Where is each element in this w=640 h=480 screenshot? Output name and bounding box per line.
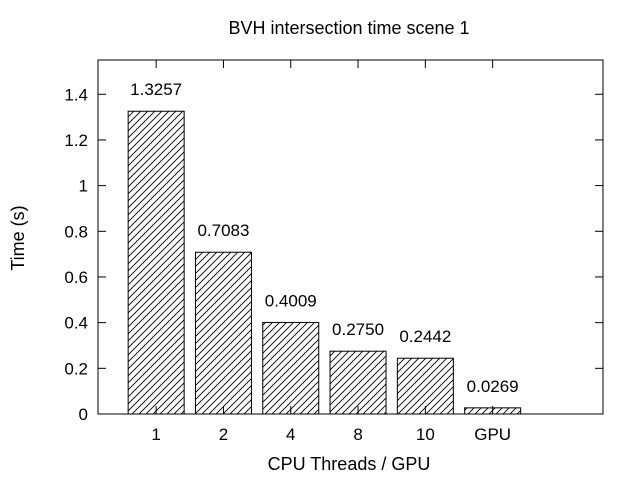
bar: [329, 350, 387, 415]
bars-group: [127, 110, 522, 415]
x-axis-ticks: 1 2 4 8 10 GPU: [151, 60, 511, 444]
y-tick-label: 0.4: [64, 314, 88, 333]
bar-value-label: 0.4009: [265, 291, 317, 310]
x-axis-label: CPU Threads / GPU: [268, 454, 431, 474]
y-tick-label: 1.2: [64, 131, 88, 150]
bar: [127, 110, 185, 415]
y-tick-label: 0: [79, 405, 88, 424]
bar: [262, 321, 320, 415]
x-tick-label: 2: [219, 425, 228, 444]
x-tick-label: GPU: [474, 425, 511, 444]
y-axis-ticks: 0 0.2 0.4 0.6 0.8 1 1.2 1.4: [64, 85, 603, 424]
x-tick-label: 4: [286, 425, 295, 444]
bar-value-label: 0.7083: [197, 221, 249, 240]
bar-value-label: 0.0269: [467, 377, 519, 396]
bar-value-label: 0.2442: [399, 327, 451, 346]
bar: [194, 251, 252, 415]
y-tick-label: 0.8: [64, 222, 88, 241]
chart-title: BVH intersection time scene 1: [228, 18, 469, 38]
bar-value-label: 0.2750: [332, 320, 384, 339]
y-tick-label: 1.4: [64, 85, 88, 104]
x-tick-label: 8: [353, 425, 362, 444]
y-tick-label: 0.6: [64, 268, 88, 287]
value-labels-group: 1.3257 0.7083 0.4009 0.2750 0.2442 0.0269: [130, 80, 518, 396]
x-tick-label: 10: [416, 425, 435, 444]
y-axis-label: Time (s): [8, 205, 28, 270]
y-tick-label: 0.2: [64, 359, 88, 378]
bar: [396, 357, 454, 415]
bar-value-label: 1.3257: [130, 80, 182, 99]
x-tick-label: 1: [151, 425, 160, 444]
y-tick-label: 1: [79, 177, 88, 196]
